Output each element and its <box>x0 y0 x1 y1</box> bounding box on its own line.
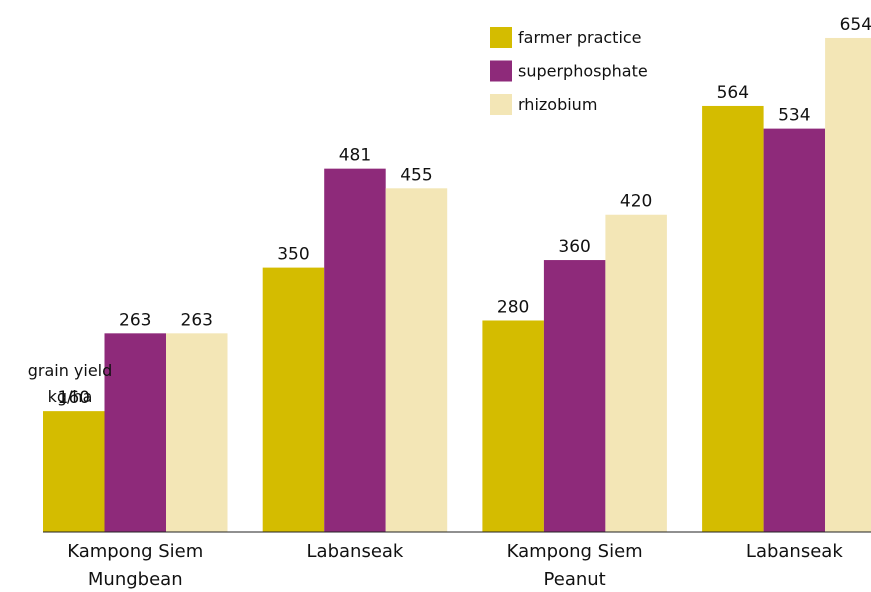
value-label: 280 <box>497 297 529 317</box>
y-axis-label: grain yield kg/ha <box>27 361 113 406</box>
value-label: 420 <box>620 192 652 212</box>
value-label: 360 <box>558 237 590 257</box>
value-label: 534 <box>778 106 810 126</box>
bar <box>702 105 764 532</box>
bar <box>385 188 448 532</box>
bar <box>262 267 325 532</box>
bar <box>543 260 606 532</box>
x-tick-label: Kampong Siem Mungbean <box>67 541 204 590</box>
value-label: 350 <box>277 245 309 265</box>
bar <box>324 168 386 533</box>
value-label: 654 <box>840 15 871 35</box>
bar <box>825 37 871 533</box>
value-label: 564 <box>717 83 749 103</box>
bar <box>166 333 228 532</box>
bar <box>43 411 105 532</box>
legend-swatch <box>490 94 512 115</box>
legend-label: superphosphate <box>518 62 648 81</box>
value-label: 160 <box>58 388 90 408</box>
bar <box>605 214 667 532</box>
x-tick-label: Labanseak <box>306 541 404 562</box>
legend-label: farmer practice <box>518 28 642 47</box>
legend-swatch <box>490 60 512 82</box>
legend-swatch <box>490 27 512 48</box>
value-label: 481 <box>339 146 371 166</box>
bar <box>763 128 826 532</box>
bar <box>482 320 544 532</box>
x-tick-label: Kampong Siem Peanut <box>506 541 643 590</box>
x-tick-label: Labanseak <box>745 541 843 562</box>
bar <box>104 333 166 532</box>
legend-label: rhizobium <box>518 95 597 114</box>
value-label: 263 <box>119 310 151 330</box>
value-label: 263 <box>181 310 213 330</box>
value-label: 455 <box>400 165 432 185</box>
